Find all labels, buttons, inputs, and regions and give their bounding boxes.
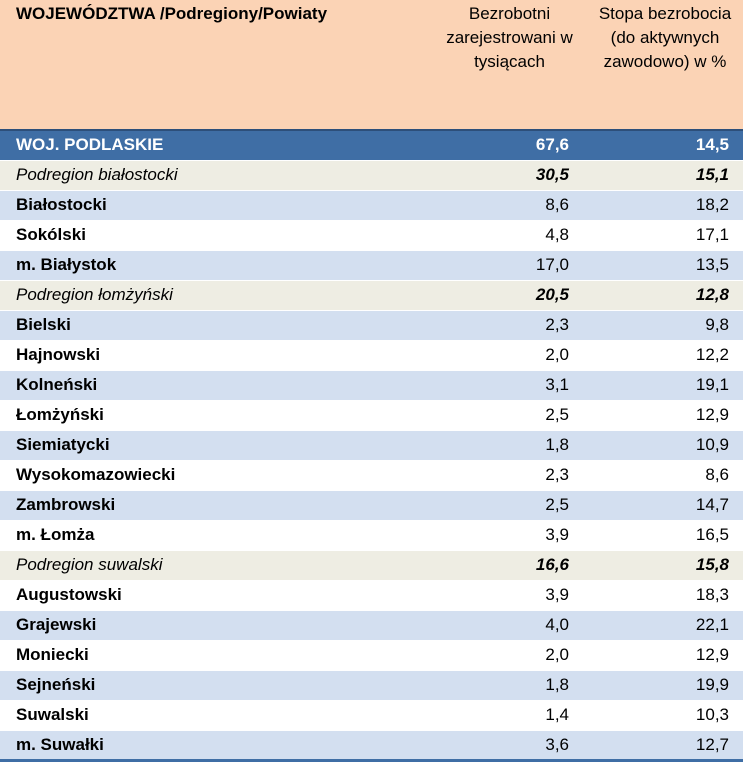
unemployed-cell: 2,3 <box>424 460 583 491</box>
unemployed-cell: 17,0 <box>424 250 583 281</box>
unemployed-cell: 30,5 <box>424 160 583 191</box>
unemployed-cell: 1,8 <box>424 670 583 701</box>
region-name-cell: Białostocki <box>0 190 424 221</box>
region-name-cell: m. Białystok <box>0 250 424 281</box>
unemployed-cell: 2,5 <box>424 400 583 431</box>
unemployed-cell: 3,9 <box>424 520 583 551</box>
header-unemployed: Bezrobotni zarejestrowani w tysiącach <box>424 0 583 130</box>
region-name-cell: Podregion suwalski <box>0 550 424 581</box>
rate-cell: 15,1 <box>583 160 743 191</box>
county-row: Bielski 2,3 9,8 <box>0 310 743 341</box>
unemployed-cell: 1,8 <box>424 430 583 461</box>
county-row: Kolneński 3,1 19,1 <box>0 370 743 401</box>
unemployed-cell: 8,6 <box>424 190 583 221</box>
header-row: WOJEWÓDZTWA /Podregiony/Powiaty Bezrobot… <box>0 0 743 130</box>
county-row: m. Łomża 3,9 16,5 <box>0 520 743 551</box>
county-row: Sokólski 4,8 17,1 <box>0 220 743 251</box>
rate-cell: 16,5 <box>583 520 743 551</box>
county-row: Białostocki 8,6 18,2 <box>0 190 743 221</box>
unemployed-cell: 3,1 <box>424 370 583 401</box>
unemployed-cell: 16,6 <box>424 550 583 581</box>
county-row: Moniecki 2,0 12,9 <box>0 640 743 671</box>
unemployed-cell: 20,5 <box>424 280 583 311</box>
region-name-cell: Podregion białostocki <box>0 160 424 191</box>
county-row: Łomżyński 2,5 12,9 <box>0 400 743 431</box>
unemployed-cell: 4,0 <box>424 610 583 641</box>
unemployed-cell: 4,8 <box>424 220 583 251</box>
unemployed-cell: 3,6 <box>424 730 583 762</box>
rate-cell: 12,8 <box>583 280 743 311</box>
rate-cell: 10,9 <box>583 430 743 461</box>
rate-cell: 12,7 <box>583 730 743 762</box>
rate-cell: 12,9 <box>583 400 743 431</box>
county-row: Siemiatycki 1,8 10,9 <box>0 430 743 461</box>
county-row: Sejneński 1,8 19,9 <box>0 670 743 701</box>
rate-cell: 17,1 <box>583 220 743 251</box>
county-row: Augustowski 3,9 18,3 <box>0 580 743 611</box>
county-row: Zambrowski 2,5 14,7 <box>0 490 743 521</box>
county-row: Hajnowski 2,0 12,2 <box>0 340 743 371</box>
county-row: Grajewski 4,0 22,1 <box>0 610 743 641</box>
region-name-cell: Kolneński <box>0 370 424 401</box>
rate-cell: 12,9 <box>583 640 743 671</box>
county-row: Suwalski 1,4 10,3 <box>0 700 743 731</box>
rate-cell: 19,9 <box>583 670 743 701</box>
unemployed-cell: 67,6 <box>424 129 583 161</box>
voivodeship-row: WOJ. PODLASKIE 67,6 14,5 <box>0 129 743 161</box>
county-row: Wysokomazowiecki 2,3 8,6 <box>0 460 743 491</box>
region-name-cell: Zambrowski <box>0 490 424 521</box>
subregion-row: Podregion suwalski 16,6 15,8 <box>0 550 743 581</box>
region-name-cell: m. Suwałki <box>0 730 424 762</box>
county-row: m. Białystok 17,0 13,5 <box>0 250 743 281</box>
region-name-cell: Sejneński <box>0 670 424 701</box>
region-name-cell: Grajewski <box>0 610 424 641</box>
subregion-row: Podregion białostocki 30,5 15,1 <box>0 160 743 191</box>
rate-cell: 15,8 <box>583 550 743 581</box>
region-name-cell: Hajnowski <box>0 340 424 371</box>
rate-cell: 12,2 <box>583 340 743 371</box>
header-rate: Stopa bezrobocia (do aktywnych zawodowo)… <box>583 0 743 130</box>
region-name-cell: Augustowski <box>0 580 424 611</box>
county-row: m. Suwałki 3,6 12,7 <box>0 730 743 762</box>
unemployed-cell: 2,0 <box>424 640 583 671</box>
region-name-cell: Sokólski <box>0 220 424 251</box>
region-name-cell: m. Łomża <box>0 520 424 551</box>
unemployed-cell: 3,9 <box>424 580 583 611</box>
region-name-cell: Wysokomazowiecki <box>0 460 424 491</box>
rate-cell: 9,8 <box>583 310 743 341</box>
rate-cell: 18,3 <box>583 580 743 611</box>
region-name-cell: Siemiatycki <box>0 430 424 461</box>
rate-cell: 22,1 <box>583 610 743 641</box>
unemployed-cell: 2,5 <box>424 490 583 521</box>
unemployed-cell: 2,0 <box>424 340 583 371</box>
rate-cell: 13,5 <box>583 250 743 281</box>
rate-cell: 18,2 <box>583 190 743 221</box>
region-name-cell: Suwalski <box>0 700 424 731</box>
subregion-row: Podregion łomżyński 20,5 12,8 <box>0 280 743 311</box>
rate-cell: 14,7 <box>583 490 743 521</box>
region-name-cell: Moniecki <box>0 640 424 671</box>
unemployed-cell: 1,4 <box>424 700 583 731</box>
region-name-cell: Łomżyński <box>0 400 424 431</box>
region-name-cell: Podregion łomżyński <box>0 280 424 311</box>
rate-cell: 19,1 <box>583 370 743 401</box>
region-name-cell: WOJ. PODLASKIE <box>0 129 424 161</box>
region-name-cell: Bielski <box>0 310 424 341</box>
unemployed-cell: 2,3 <box>424 310 583 341</box>
rate-cell: 14,5 <box>583 129 743 161</box>
header-region: WOJEWÓDZTWA /Podregiony/Powiaty <box>0 0 424 130</box>
rate-cell: 8,6 <box>583 460 743 491</box>
rate-cell: 10,3 <box>583 700 743 731</box>
